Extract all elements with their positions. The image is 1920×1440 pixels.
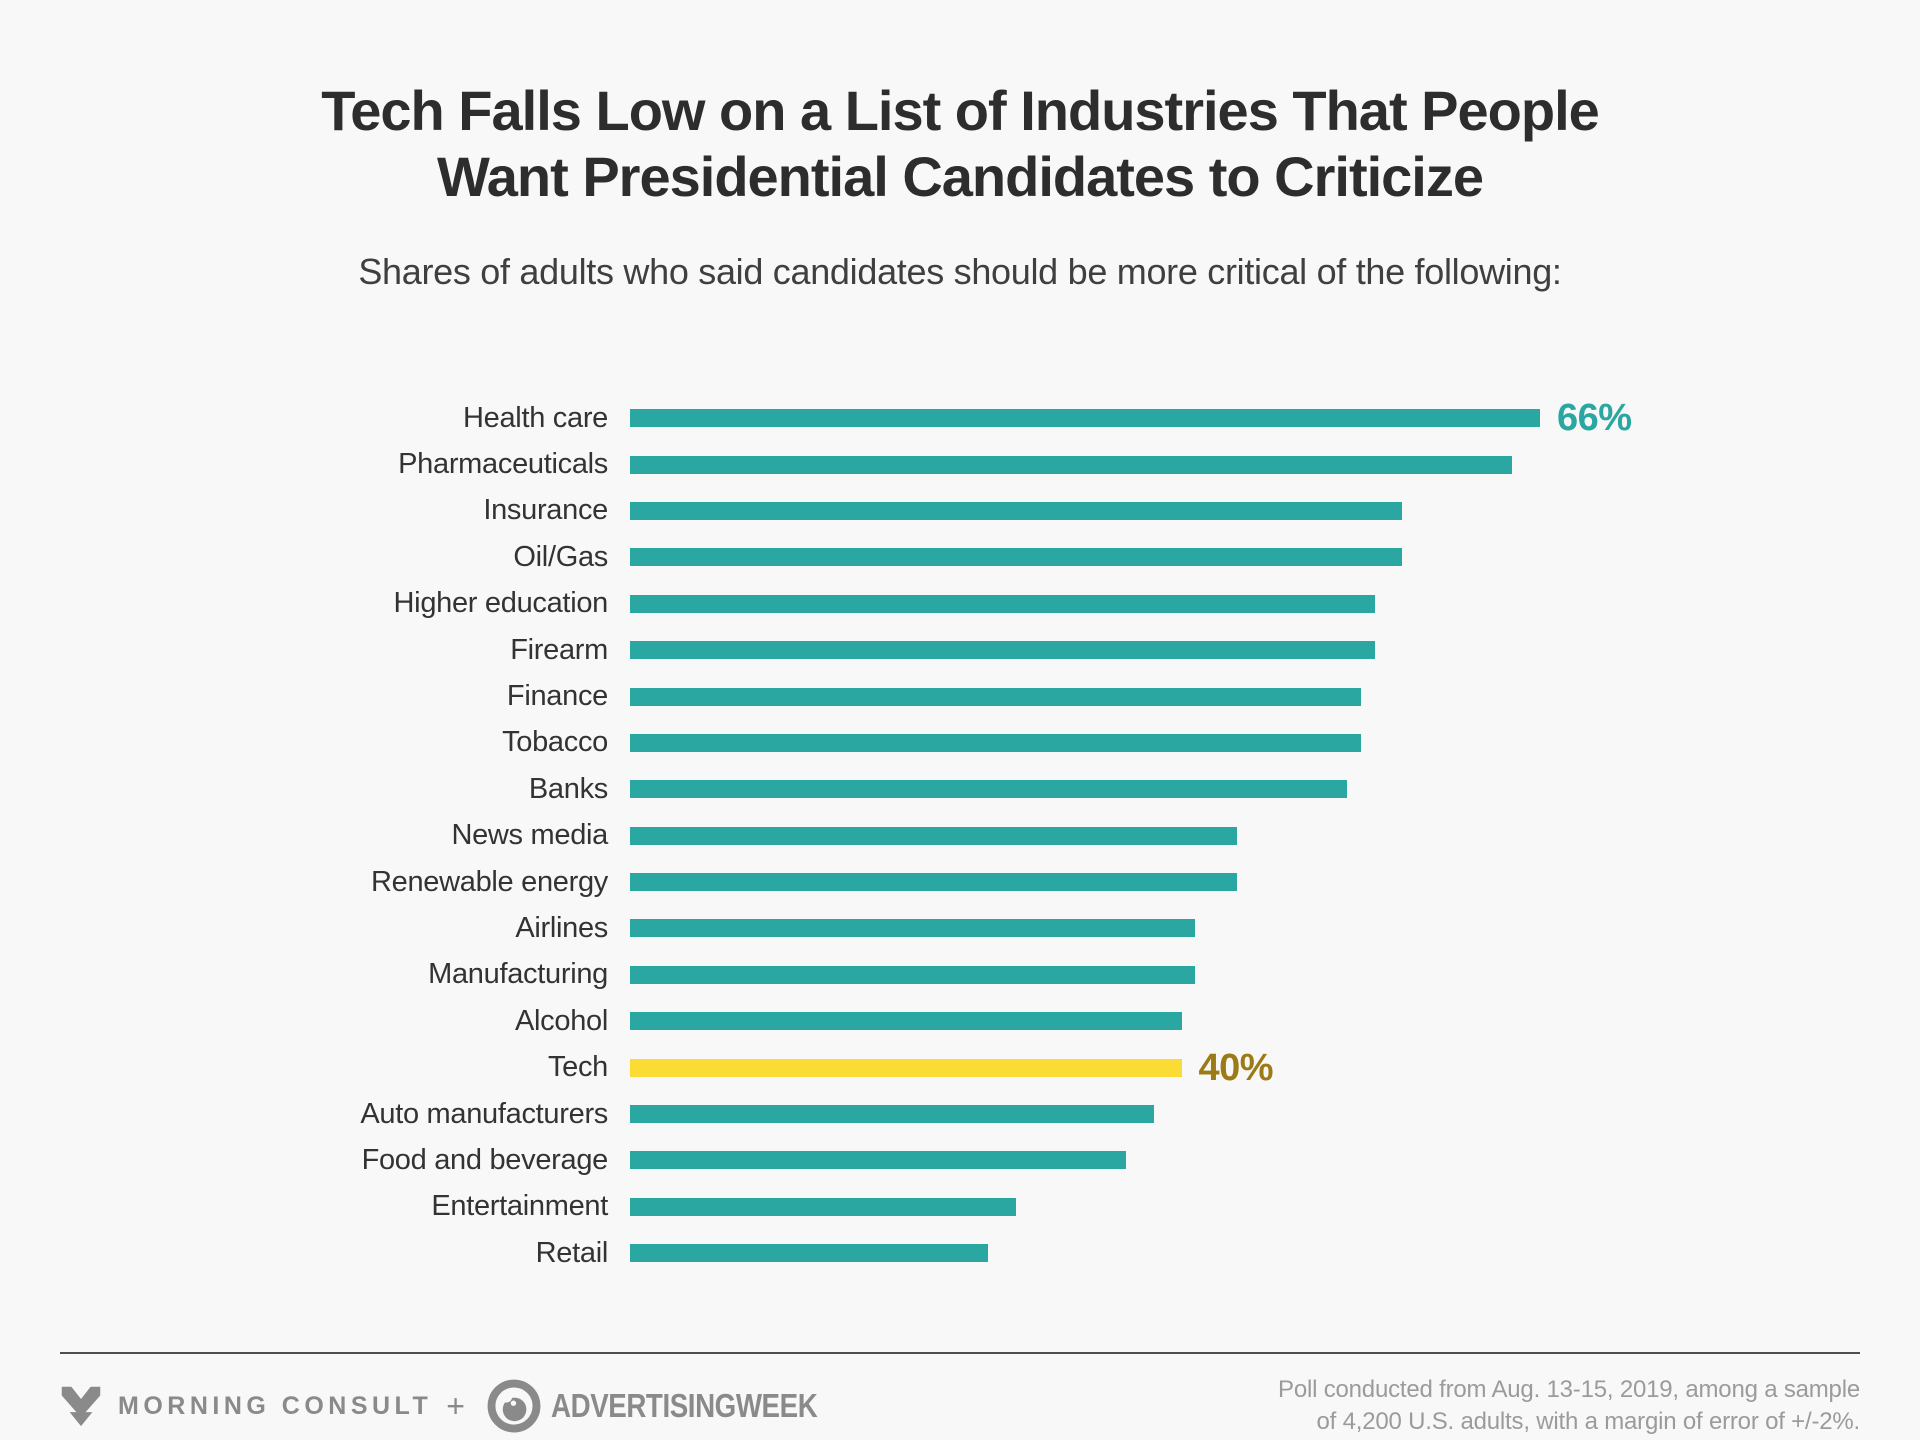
bar-pharmaceuticals bbox=[630, 455, 1513, 474]
category-label: Renewable energy bbox=[370, 865, 608, 898]
category-label: Finance bbox=[506, 680, 608, 713]
bar-renewable-energy bbox=[630, 873, 1237, 892]
chart-row: Health care 66% bbox=[60, 395, 1860, 441]
morning-consult-logo-icon bbox=[61, 1387, 101, 1427]
chart-row: Tobacco bbox=[60, 720, 1860, 766]
page-title: Tech Falls Low on a List of Industries T… bbox=[0, 78, 1920, 209]
chart-row: Renewable energy bbox=[60, 859, 1860, 905]
category-label: Retail bbox=[535, 1236, 609, 1269]
category-label: Tech bbox=[547, 1051, 608, 1084]
chart-row: Retail bbox=[60, 1230, 1860, 1276]
chart-row: Auto manufacturers bbox=[60, 1091, 1860, 1137]
bar-insurance bbox=[630, 501, 1403, 520]
category-label: Health care bbox=[463, 401, 608, 434]
title-line-2: Want Presidential Candidates to Criticiz… bbox=[436, 144, 1484, 208]
bar-track bbox=[630, 873, 1860, 892]
bar-oil-gas bbox=[630, 548, 1403, 567]
poll-note: Poll conducted from Aug. 13-15, 2019, am… bbox=[1278, 1374, 1860, 1439]
footer-brands: MORNING CONSULT + ADVERTISINGWEEK bbox=[60, 1379, 868, 1433]
title-line-1: Tech Falls Low on a List of Industries T… bbox=[321, 79, 1600, 142]
bar-track bbox=[630, 594, 1860, 613]
category-label: Oil/Gas bbox=[513, 540, 608, 573]
bar-auto-manufacturers bbox=[630, 1105, 1154, 1124]
bar-news-media bbox=[630, 826, 1237, 845]
bar-firearm bbox=[630, 641, 1375, 660]
bar-track bbox=[630, 1244, 1860, 1263]
poll-note-line-2: of 4,200 U.S. adults, with a margin of e… bbox=[1316, 1408, 1861, 1436]
bar-track: 40% bbox=[630, 1049, 1860, 1087]
bar-airlines bbox=[630, 919, 1196, 938]
category-label: News media bbox=[451, 819, 608, 852]
bar-track bbox=[630, 1012, 1860, 1031]
chart-row: Tech 40% bbox=[60, 1044, 1860, 1090]
advertising-week-logo-icon bbox=[487, 1379, 541, 1433]
chart-row: Airlines bbox=[60, 905, 1860, 951]
bar-track: 66% bbox=[630, 399, 1860, 437]
category-label: Firearm bbox=[510, 633, 608, 666]
category-label: Auto manufacturers bbox=[360, 1097, 608, 1130]
bar-banks bbox=[630, 780, 1347, 799]
chart-subtitle: Shares of adults who said candidates sho… bbox=[358, 251, 1562, 293]
chart-row: News media bbox=[60, 813, 1860, 859]
category-label: Food and beverage bbox=[361, 1143, 609, 1176]
morning-consult-wordmark: MORNING CONSULT bbox=[118, 1391, 433, 1420]
bar-track bbox=[630, 548, 1860, 567]
bar-track bbox=[630, 455, 1860, 474]
poll-note-line-1: Poll conducted from Aug. 13-15, 2019, am… bbox=[1278, 1376, 1860, 1403]
chart-row: Food and beverage bbox=[60, 1137, 1860, 1183]
bar-manufacturing bbox=[630, 965, 1196, 984]
chart-row: Manufacturing bbox=[60, 952, 1860, 998]
category-label: Airlines bbox=[515, 911, 608, 944]
bar-track bbox=[630, 501, 1860, 520]
bar-alcohol bbox=[630, 1012, 1182, 1031]
bar-track bbox=[630, 1151, 1860, 1170]
chart-row: Oil/Gas bbox=[60, 534, 1860, 580]
bar-food-and-beverage bbox=[630, 1151, 1127, 1170]
category-label: Entertainment bbox=[431, 1190, 608, 1223]
category-label: Pharmaceuticals bbox=[398, 448, 608, 481]
chart-row: Finance bbox=[60, 673, 1860, 719]
bar-finance bbox=[630, 687, 1361, 706]
bar-health-care bbox=[630, 409, 1540, 428]
bar-track bbox=[630, 733, 1860, 752]
bar-track bbox=[630, 780, 1860, 799]
footer: MORNING CONSULT + ADVERTISINGWEEK Poll c… bbox=[60, 1352, 1860, 1439]
bar-tech bbox=[630, 1058, 1182, 1077]
bar-higher-education bbox=[630, 594, 1375, 613]
chart-row: Banks bbox=[60, 766, 1860, 812]
bar-retail bbox=[630, 1244, 989, 1263]
category-label: Higher education bbox=[393, 587, 609, 620]
chart-row: Pharmaceuticals bbox=[60, 441, 1860, 487]
chart-row: Higher education bbox=[60, 581, 1860, 627]
chart-row: Insurance bbox=[60, 488, 1860, 534]
bar-tobacco bbox=[630, 733, 1361, 752]
category-label: Banks bbox=[528, 772, 608, 805]
bar-track bbox=[630, 1105, 1860, 1124]
plus-separator: + bbox=[446, 1387, 465, 1424]
bar-chart: Health care 66% Pharmaceuticals Insurance Oi… bbox=[60, 395, 1860, 1276]
header: Tech Falls Low on a List of Industries T… bbox=[0, 0, 1920, 293]
advertising-week-wordmark: ADVERTISINGWEEK bbox=[550, 1387, 818, 1425]
category-label: Insurance bbox=[483, 494, 608, 527]
category-label: Alcohol bbox=[514, 1004, 608, 1037]
bar-track bbox=[630, 1197, 1860, 1216]
bar-track bbox=[630, 826, 1860, 845]
bar-track bbox=[630, 641, 1860, 660]
value-label: 66% bbox=[1557, 397, 1632, 440]
bar-entertainment bbox=[630, 1197, 1017, 1216]
value-label: 40% bbox=[1198, 1046, 1274, 1089]
bar-track bbox=[630, 965, 1860, 984]
category-label: Tobacco bbox=[502, 726, 608, 759]
bar-track bbox=[630, 687, 1860, 706]
chart-row: Firearm bbox=[60, 627, 1860, 673]
bar-track bbox=[630, 919, 1860, 938]
chart-row: Entertainment bbox=[60, 1184, 1860, 1230]
chart-row: Alcohol bbox=[60, 998, 1860, 1044]
category-label: Manufacturing bbox=[428, 958, 608, 991]
